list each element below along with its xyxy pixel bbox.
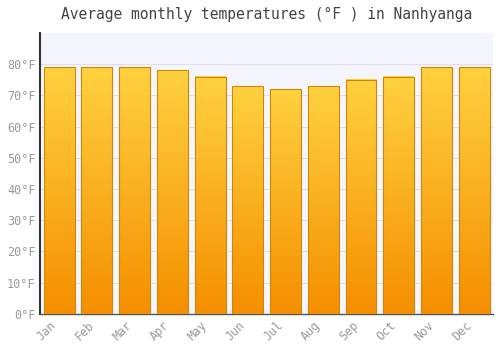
Bar — [458, 67, 490, 314]
Bar — [384, 77, 414, 314]
Bar — [119, 67, 150, 314]
Bar — [232, 86, 264, 314]
Bar — [421, 67, 452, 314]
Bar — [194, 77, 226, 314]
Bar — [157, 70, 188, 314]
Bar — [346, 80, 376, 314]
Bar — [44, 67, 74, 314]
Bar — [270, 89, 301, 314]
Title: Average monthly temperatures (°F ) in Nanhyanga: Average monthly temperatures (°F ) in Na… — [61, 7, 472, 22]
Bar — [82, 67, 112, 314]
Bar — [308, 86, 338, 314]
